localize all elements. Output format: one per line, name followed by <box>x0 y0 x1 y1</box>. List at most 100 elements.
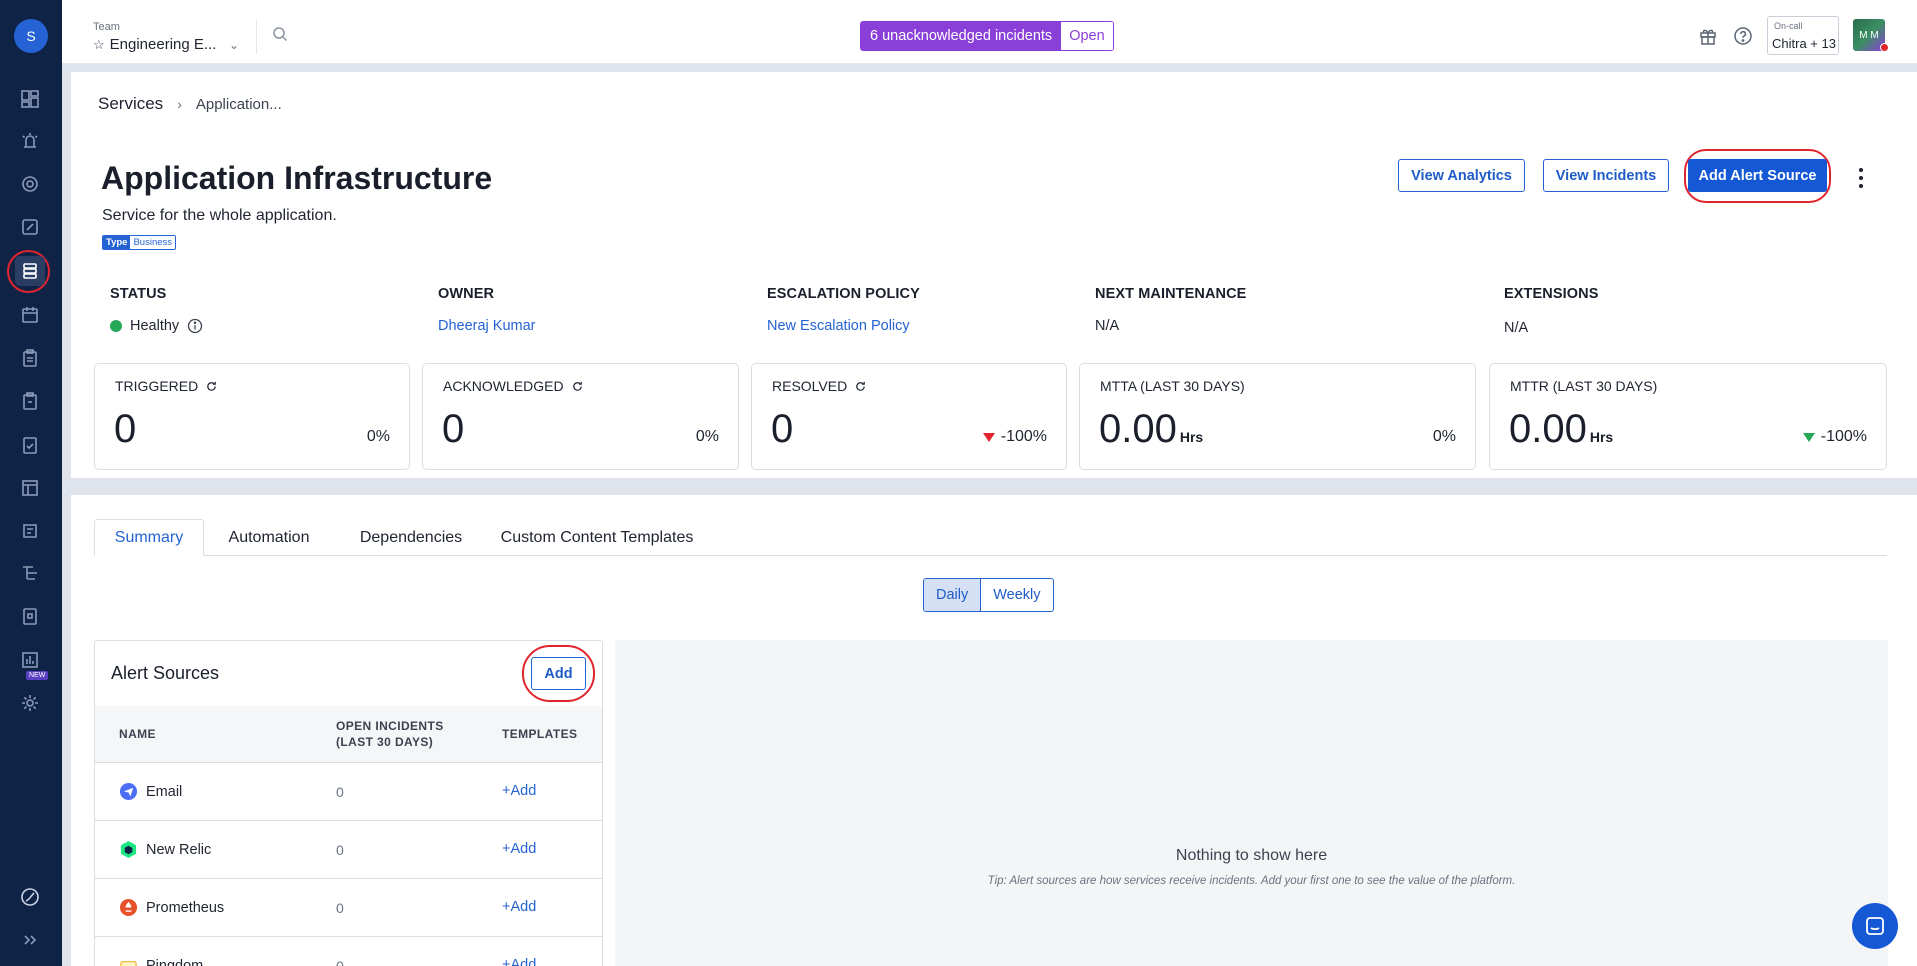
stat-unit: Hrs <box>1179 429 1204 445</box>
table-row[interactable]: Email 0 +Add <box>95 762 602 820</box>
status-label: STATUS <box>110 286 167 302</box>
stat-change: -100% <box>1802 428 1867 446</box>
source-open-incidents: 0 <box>336 784 344 800</box>
info-icon[interactable] <box>187 318 203 334</box>
column-open-incidents: OPEN INCIDENTS <box>336 719 444 733</box>
document-check-icon[interactable] <box>19 434 41 456</box>
analytics-icon[interactable] <box>19 649 41 671</box>
empty-state-title: Nothing to show here <box>1175 847 1328 864</box>
column-templates: TEMPLATES <box>502 727 578 741</box>
help-icon[interactable] <box>1733 26 1753 46</box>
page-title: Application Infrastructure <box>101 160 493 196</box>
add-alert-source-button[interactable]: Add Alert Source <box>1688 159 1827 192</box>
settings-icon[interactable] <box>19 692 41 714</box>
chevron-down-icon[interactable]: ⌄ <box>229 38 240 52</box>
team-selector[interactable]: ☆ Engineering E... <box>93 36 216 53</box>
range-daily-button[interactable]: Daily <box>924 579 981 611</box>
stat-change-text: 0% <box>366 428 390 445</box>
view-analytics-button[interactable]: View Analytics <box>1398 159 1525 192</box>
tab-summary[interactable]: Summary <box>94 519 204 556</box>
source-name-text: Email <box>146 783 183 800</box>
dashboard-icon[interactable] <box>19 88 41 110</box>
escalation-policy-value[interactable]: New Escalation Policy <box>767 318 910 334</box>
stat-label: RESOLVED <box>772 378 867 394</box>
breadcrumb-separator: › <box>177 96 182 112</box>
table-row[interactable]: Prometheus 0 +Add <box>95 878 602 936</box>
decrease-arrow-icon <box>982 432 995 442</box>
refresh-icon[interactable] <box>571 380 584 393</box>
stat-label-text: ACKNOWLEDGED <box>443 378 564 394</box>
range-weekly-button[interactable]: Weekly <box>980 579 1052 611</box>
table-row[interactable]: Pingdom 0 +Add <box>95 936 602 966</box>
stat-label-text: TRIGGERED <box>115 378 199 394</box>
add-alert-source-small-button[interactable]: Add <box>531 657 586 690</box>
stat-change: 0% <box>367 428 390 446</box>
status-value: Healthy <box>110 318 203 334</box>
org-avatar[interactable]: S <box>14 19 48 53</box>
brand-logo-icon[interactable] <box>19 886 41 908</box>
runbook-icon[interactable] <box>19 520 41 542</box>
add-highlight-ring <box>522 645 595 702</box>
gift-icon[interactable] <box>1698 26 1718 46</box>
search-icon[interactable] <box>272 26 288 42</box>
alert-sources-title: Alert Sources <box>111 663 220 683</box>
monitoring-icon[interactable] <box>19 173 41 195</box>
refresh-icon[interactable] <box>854 380 867 393</box>
stat-label-text: MTTA (LAST 30 DAYS) <box>1100 378 1245 394</box>
table-row[interactable]: New Relic 0 +Add <box>95 820 602 878</box>
view-incidents-button[interactable]: View Incidents <box>1543 159 1669 192</box>
stat-change-text: -100% <box>1000 428 1047 445</box>
topbar-divider <box>256 20 257 54</box>
tab-custom-content-templates[interactable]: Custom Content Templates <box>500 528 694 546</box>
workflow-icon[interactable] <box>19 562 41 584</box>
incidents-count-label[interactable]: 6 unacknowledged incidents <box>861 22 1062 50</box>
empty-state-tip: Tip: Alert sources are how services rece… <box>987 875 1516 887</box>
expand-icon[interactable] <box>19 929 41 951</box>
stat-label: ACKNOWLEDGED <box>443 378 584 394</box>
owner-link[interactable]: Dheeraj Kumar <box>438 318 536 334</box>
open-incidents-button[interactable]: Open <box>1061 22 1113 50</box>
add-template-link[interactable]: +Add <box>502 841 537 857</box>
next-maintenance-text: N/A <box>1095 318 1120 334</box>
edit-icon[interactable] <box>19 216 41 238</box>
email-icon <box>119 782 138 801</box>
chat-support-button[interactable] <box>1852 903 1898 949</box>
type-tag-key: Type <box>103 236 131 249</box>
stat-number: 0.00 <box>1099 407 1177 451</box>
breadcrumb-services-link[interactable]: Services <box>98 94 164 113</box>
tab-bar: Summary Automation Dependencies Custom C… <box>94 519 1887 556</box>
add-template-link[interactable]: +Add <box>502 783 537 799</box>
tab-dependencies[interactable]: Dependencies <box>359 528 463 546</box>
decrease-arrow-icon <box>1802 432 1815 442</box>
more-options-icon[interactable] <box>1853 165 1869 191</box>
escalation-policy-link[interactable]: New Escalation Policy <box>767 318 910 334</box>
source-name: Email <box>119 782 182 801</box>
clipboard-check-icon[interactable] <box>19 390 41 412</box>
stat-change: -100% <box>982 428 1047 446</box>
tab-automation[interactable]: Automation <box>228 528 310 546</box>
add-template-link[interactable]: +Add <box>502 957 537 966</box>
healthy-status-dot <box>110 320 122 332</box>
alert-sources-chart-empty-state: Nothing to show here Tip: Alert sources … <box>615 640 1888 966</box>
owner-value[interactable]: Dheeraj Kumar <box>438 318 536 334</box>
services-icon[interactable] <box>15 256 45 286</box>
layout-icon[interactable] <box>19 477 41 499</box>
add-template-link[interactable]: +Add <box>502 899 537 915</box>
refresh-icon[interactable] <box>205 380 218 393</box>
clipboard-icon[interactable] <box>19 347 41 369</box>
oncall-widget[interactable]: On-call Chitra + 13 <box>1767 16 1839 55</box>
resolved-stat-card: RESOLVED 0 -100% <box>751 363 1067 470</box>
unacknowledged-incidents-banner[interactable]: 6 unacknowledged incidents Open <box>860 21 1114 51</box>
column-open-incidents-period: (LAST 30 DAYS) <box>336 735 434 749</box>
notification-dot <box>1880 43 1889 52</box>
stat-label-text: RESOLVED <box>772 378 848 394</box>
report-icon[interactable] <box>19 605 41 627</box>
calendar-icon[interactable] <box>19 304 41 326</box>
user-avatar[interactable]: M M <box>1853 19 1885 51</box>
incidents-icon[interactable] <box>19 130 41 152</box>
extensions-value: N/A <box>1504 320 1528 336</box>
mtta-stat-card: MTTA (LAST 30 DAYS) 0.00 Hrs 0% <box>1079 363 1476 470</box>
source-name: Pingdom <box>119 956 203 966</box>
stat-change-text: 0% <box>695 428 719 445</box>
range-toggle: Daily Weekly <box>923 578 1054 612</box>
